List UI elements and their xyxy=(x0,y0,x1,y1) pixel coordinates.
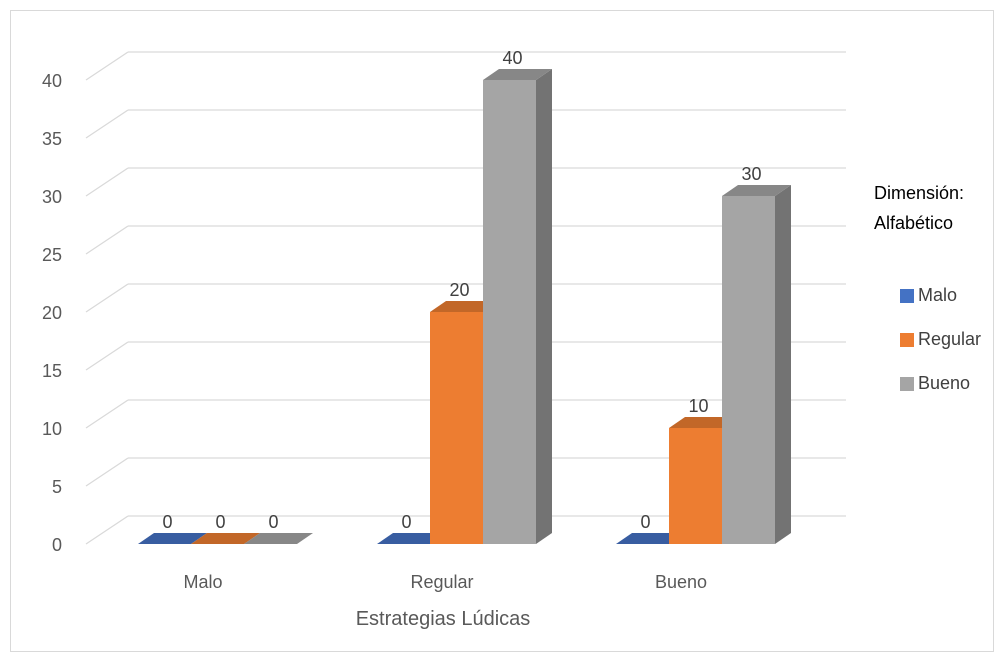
legend-label: Malo xyxy=(918,285,958,305)
data-label: 20 xyxy=(449,280,469,300)
gridline-diagonal xyxy=(85,399,129,429)
x-axis-title: Estrategias Lúdicas xyxy=(356,608,531,630)
legend-label: Bueno xyxy=(918,373,971,393)
legend-swatch xyxy=(900,376,914,391)
gridline-diagonal xyxy=(85,109,129,139)
bars xyxy=(138,69,791,544)
data-label: 30 xyxy=(741,164,761,184)
gridline-diagonal xyxy=(85,341,129,371)
gridline-diagonal xyxy=(85,515,129,545)
y-axis-ticks: 0 5 10 15 20 25 30 35 40 xyxy=(42,71,62,555)
gridline-diagonal xyxy=(85,167,129,197)
gridline-diagonal xyxy=(85,457,129,487)
bar-bueno-bueno xyxy=(722,185,791,544)
category-label: Bueno xyxy=(655,572,707,592)
bar-malo-regular xyxy=(377,533,446,544)
gridline-diagonal xyxy=(85,51,129,81)
legend-title-line: Alfabético xyxy=(874,213,954,233)
y-tick-label: 10 xyxy=(42,419,62,439)
data-labels: 0 0 0 0 20 10 0 40 30 xyxy=(162,48,761,532)
y-tick-label: 35 xyxy=(42,129,62,149)
data-label: 0 xyxy=(215,512,225,532)
legend-swatch xyxy=(900,332,914,347)
x-axis-categories: Malo Regular Bueno xyxy=(183,572,707,592)
gridline-diagonal xyxy=(85,283,129,313)
y-tick-label: 25 xyxy=(42,245,62,265)
legend-item-malo: Malo xyxy=(900,284,981,307)
data-label: 0 xyxy=(268,512,278,532)
category-label: Regular xyxy=(410,572,473,592)
category-label: Malo xyxy=(183,572,222,592)
gridline-diagonal xyxy=(85,225,129,255)
data-label: 0 xyxy=(162,512,172,532)
legend-item-regular: Regular xyxy=(900,328,981,351)
data-label: 40 xyxy=(502,48,522,68)
legend-title: Dimensión: Alfabético xyxy=(874,178,994,238)
y-tick-label: 0 xyxy=(52,535,62,555)
bar-bueno-malo xyxy=(244,533,313,544)
legend-item-bueno: Bueno xyxy=(900,372,981,395)
y-tick-label: 15 xyxy=(42,361,62,381)
legend: Malo Regular Bueno xyxy=(900,284,981,416)
legend-title-text: Dimensión: Alfabético xyxy=(874,178,994,238)
bar-bueno-regular xyxy=(483,69,552,544)
bar-regular-malo xyxy=(191,533,260,544)
bar-malo-malo xyxy=(138,533,207,544)
legend-label: Regular xyxy=(918,329,982,349)
data-label: 10 xyxy=(688,396,708,416)
data-label: 0 xyxy=(640,512,650,532)
legend-title-line: Dimensión: xyxy=(874,183,965,203)
y-tick-label: 20 xyxy=(42,303,62,323)
y-tick-label: 40 xyxy=(42,71,62,91)
data-label: 0 xyxy=(401,512,411,532)
legend-swatch xyxy=(900,288,914,303)
y-tick-label: 30 xyxy=(42,187,62,207)
bar-malo-bueno xyxy=(616,533,685,544)
y-tick-label: 5 xyxy=(52,477,62,497)
